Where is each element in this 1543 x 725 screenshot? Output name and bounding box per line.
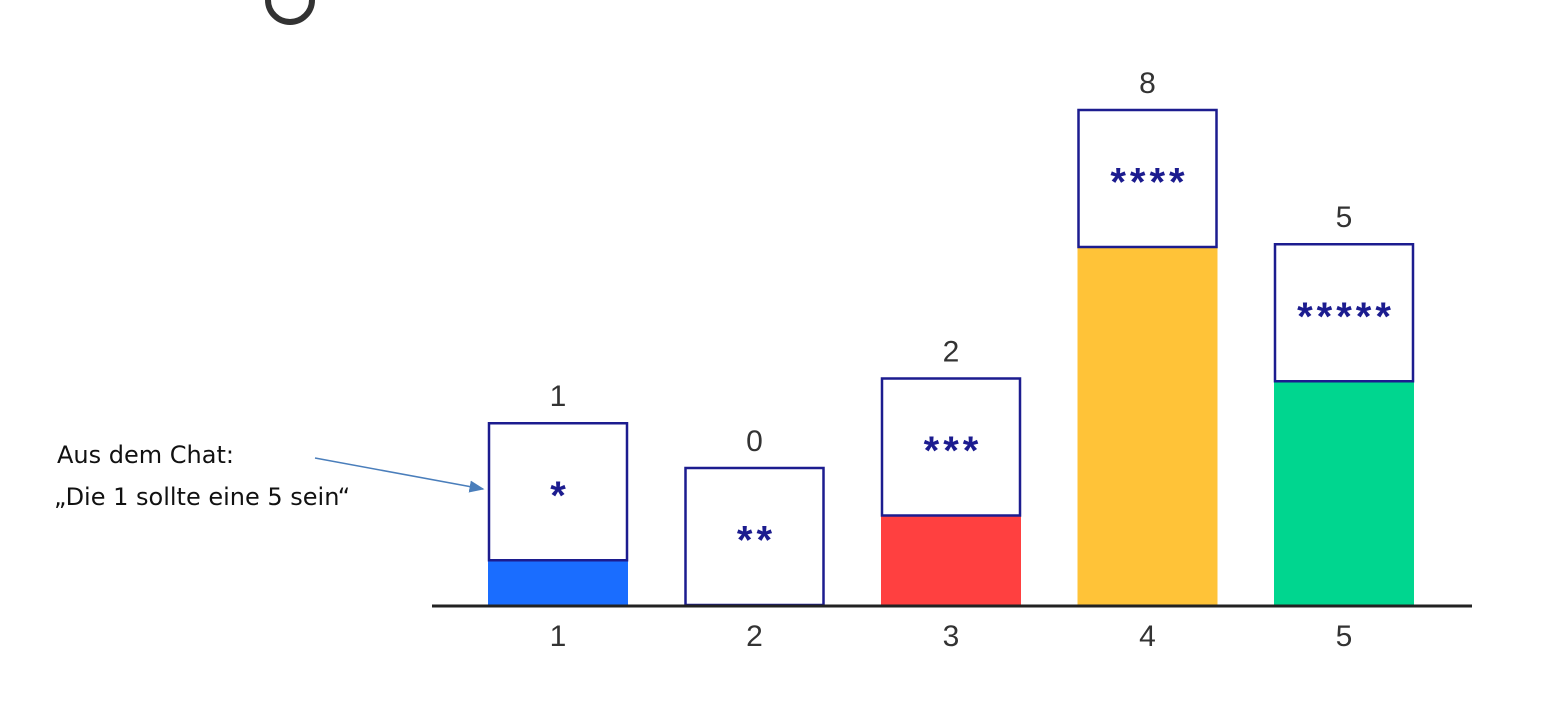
x-tick-label: 3	[943, 620, 960, 653]
box-label: *****	[1297, 295, 1395, 339]
bar	[488, 561, 628, 606]
logo-fragment	[265, 0, 315, 25]
plot: * 1 1 ** 0 2 *** 2 3 **** 8 4 ***** 5 5	[487, 67, 1415, 653]
x-tick-label: 4	[1139, 620, 1156, 653]
annotation: „Die 1 sollte eine 5 sein“	[54, 483, 350, 511]
x-tick-label: 2	[746, 620, 763, 653]
box-label: ***	[924, 429, 983, 473]
box	[1273, 243, 1415, 383]
x-tick-label: 5	[1336, 620, 1353, 653]
box	[487, 422, 629, 562]
box-label: **	[737, 519, 776, 563]
value-label: 0	[746, 425, 763, 458]
arrow	[314, 457, 485, 493]
value-label: 2	[943, 335, 960, 368]
box	[880, 377, 1022, 517]
bar	[881, 516, 1021, 606]
annotation: Aus dem Chat:	[57, 441, 234, 469]
box	[1077, 108, 1218, 249]
bar	[1274, 382, 1414, 606]
box-label: ****	[1110, 161, 1188, 205]
box	[684, 466, 825, 607]
value-label: 8	[1139, 67, 1156, 100]
value-label: 5	[1336, 201, 1353, 234]
value-label: 1	[550, 380, 567, 413]
x-tick-label: 1	[550, 620, 567, 653]
box-label: *	[550, 474, 570, 518]
bar	[1077, 248, 1218, 606]
